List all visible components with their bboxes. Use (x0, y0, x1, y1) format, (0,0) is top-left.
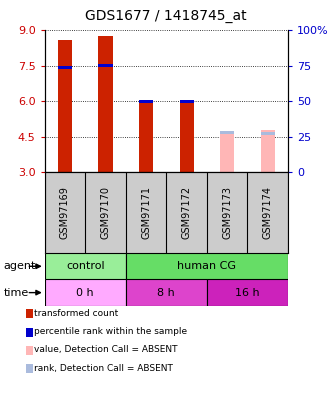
Text: control: control (66, 261, 105, 271)
Text: 0 h: 0 h (76, 288, 94, 298)
Text: GSM97171: GSM97171 (141, 186, 151, 239)
Bar (179, 100, 194, 103)
Bar (220, 134, 234, 172)
Bar (139, 101, 153, 172)
Text: GSM97170: GSM97170 (101, 186, 111, 239)
Bar (220, 131, 234, 134)
Text: rank, Detection Call = ABSENT: rank, Detection Call = ABSENT (34, 364, 173, 373)
Bar (98, 36, 113, 172)
Text: GSM97169: GSM97169 (60, 186, 70, 239)
Text: value, Detection Call = ABSENT: value, Detection Call = ABSENT (34, 345, 178, 354)
Bar (58, 40, 72, 172)
Text: time: time (3, 288, 28, 298)
Bar (260, 130, 275, 172)
Text: 8 h: 8 h (158, 288, 175, 298)
Bar (45, 253, 126, 279)
Bar (45, 279, 126, 306)
Bar (139, 100, 153, 103)
Bar (179, 100, 194, 172)
Text: GDS1677 / 1418745_at: GDS1677 / 1418745_at (85, 9, 246, 23)
Text: GSM97174: GSM97174 (263, 186, 273, 239)
Text: transformed count: transformed count (34, 309, 119, 318)
Text: 16 h: 16 h (235, 288, 260, 298)
Text: GSM97172: GSM97172 (182, 186, 192, 239)
Bar (126, 253, 288, 279)
Text: agent: agent (3, 261, 36, 271)
Bar (126, 279, 207, 306)
Text: percentile rank within the sample: percentile rank within the sample (34, 327, 188, 336)
Text: GSM97173: GSM97173 (222, 186, 232, 239)
Bar (58, 66, 72, 69)
Bar (207, 279, 288, 306)
Bar (260, 132, 275, 135)
Text: human CG: human CG (177, 261, 236, 271)
Bar (98, 64, 113, 67)
